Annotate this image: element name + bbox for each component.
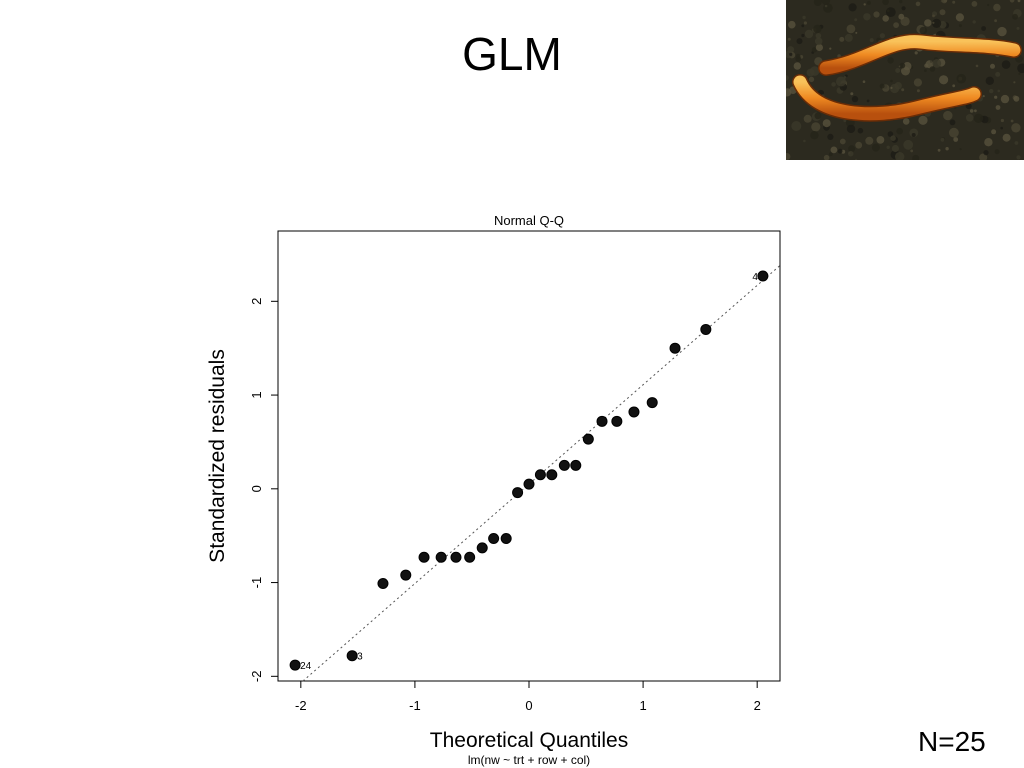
data-point — [500, 533, 512, 544]
data-point — [476, 542, 488, 554]
data-point — [546, 469, 558, 481]
y-tick-label: -2 — [249, 671, 264, 683]
data-point — [512, 487, 524, 499]
data-point — [435, 551, 447, 563]
wireworm-photo — [786, 0, 1024, 160]
chart-subtitle: lm(nw ~ trt + row + col) — [468, 753, 590, 767]
slide-title: GLM — [462, 28, 562, 80]
data-point — [582, 433, 594, 445]
data-point — [611, 415, 623, 427]
x-tick-label: 2 — [754, 698, 761, 713]
data-point — [596, 415, 608, 427]
data-point — [669, 342, 681, 354]
sample-size-label: N=25 — [918, 726, 986, 757]
plot-frame — [277, 230, 781, 682]
point-label: 24 — [300, 661, 312, 672]
x-tick-label: -2 — [295, 698, 307, 713]
point-label: 4 — [752, 272, 758, 283]
x-tick-label: 1 — [639, 698, 646, 713]
data-point — [346, 650, 358, 662]
data-point — [523, 478, 535, 490]
point-label: 3 — [357, 652, 363, 663]
data-point — [757, 270, 769, 282]
y-tick-label: 2 — [249, 298, 264, 305]
data-point — [464, 551, 476, 563]
data-point — [400, 569, 412, 581]
data-point — [450, 551, 462, 563]
y-tick-label: 0 — [249, 485, 264, 492]
data-point — [646, 397, 658, 409]
y-axis-label: Standardized residuals — [206, 349, 229, 563]
data-point — [558, 459, 570, 471]
y-tick-label: -1 — [249, 577, 264, 589]
data-point — [570, 459, 582, 471]
data-point — [534, 469, 546, 481]
data-point — [488, 533, 500, 544]
x-tick-label: -1 — [409, 698, 421, 713]
chart-title: Normal Q-Q — [494, 213, 564, 228]
data-point — [418, 551, 430, 563]
x-tick-label: 0 — [525, 698, 532, 713]
data-point — [289, 659, 301, 671]
data-point — [377, 578, 389, 589]
data-point — [700, 323, 712, 335]
x-axis-label: Theoretical Quantiles — [430, 729, 628, 752]
y-tick-label: 1 — [249, 391, 264, 398]
data-point — [628, 406, 640, 418]
